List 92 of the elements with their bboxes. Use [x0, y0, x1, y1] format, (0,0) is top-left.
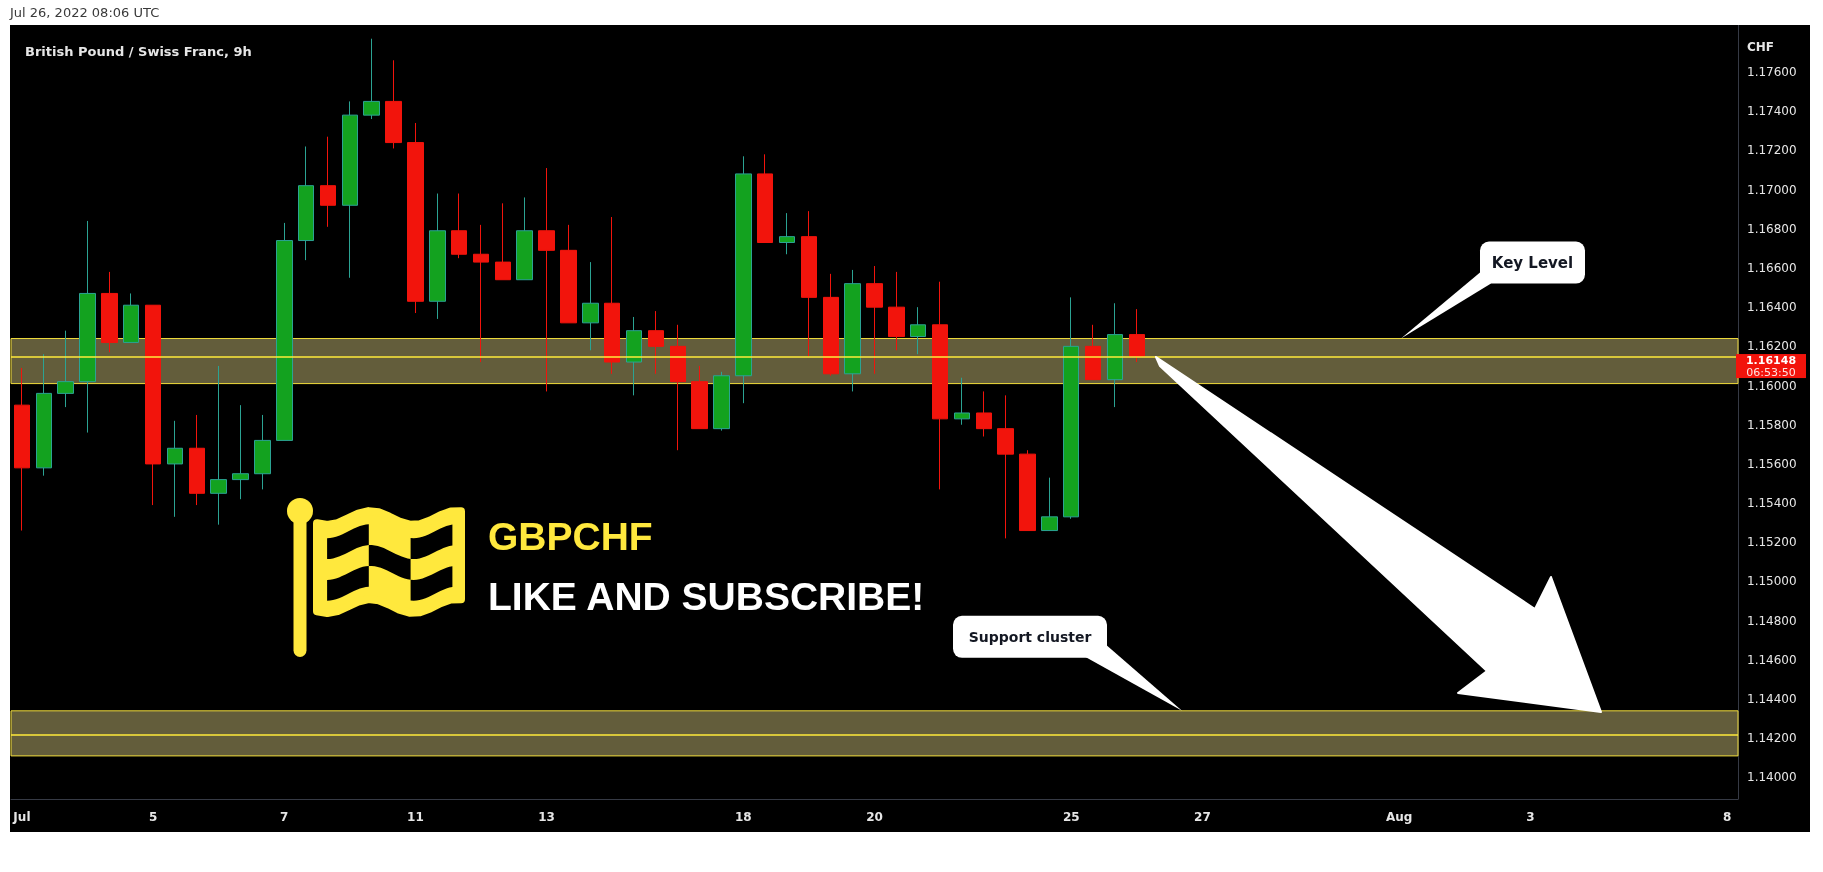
- candlestick: [495, 202, 511, 281]
- annotation: Support cluster: [968, 628, 1092, 645]
- y-tick-label: 1.16400: [1747, 300, 1797, 315]
- candlestick: [473, 224, 489, 363]
- candlestick: [342, 100, 358, 279]
- candlestick: [844, 269, 861, 392]
- candlestick: [932, 281, 948, 490]
- candlestick: [1085, 324, 1101, 381]
- y-tick-label: 1.17200: [1747, 143, 1797, 158]
- candlestick: [254, 414, 271, 490]
- x-tick-label: 5: [148, 810, 158, 824]
- candlestick: [560, 224, 577, 324]
- candlestick: [167, 420, 183, 518]
- candlestick: [538, 167, 555, 392]
- candlestick: [888, 271, 905, 351]
- candlestick: [429, 193, 446, 320]
- candlestick: [954, 377, 970, 426]
- y-tick-label: 1.16800: [1747, 221, 1797, 236]
- candlestick: [1063, 296, 1079, 520]
- candlestick: [910, 306, 926, 355]
- candlestick: [145, 304, 161, 506]
- candlestick: [823, 273, 839, 377]
- candlestick: [670, 324, 686, 451]
- y-tick-label: 1.15000: [1747, 574, 1797, 589]
- ref-line-label: 1.16148: [1745, 353, 1797, 367]
- y-tick-label: 1.15800: [1747, 417, 1797, 432]
- y-tick-label: 1.16600: [1747, 260, 1797, 275]
- y-tick-label: 1.14800: [1747, 613, 1797, 628]
- y-tick-label: 1.14200: [1747, 731, 1797, 746]
- y-tick-label: 1.16200: [1747, 339, 1797, 354]
- candlestick: [976, 390, 992, 437]
- candlestick: [79, 220, 96, 434]
- candlestick: [1019, 449, 1036, 532]
- y-tick-label: 1.15600: [1747, 456, 1797, 471]
- candlestick: [123, 292, 139, 343]
- y-tick-label: 1.17000: [1747, 182, 1797, 197]
- x-tick-label: Jul: [12, 810, 31, 824]
- candlestick: [407, 122, 424, 314]
- y-tick-label: 1.15400: [1747, 496, 1797, 511]
- candlestick: [57, 330, 74, 408]
- candlestick: [516, 196, 533, 281]
- x-tick-label: 3: [1526, 810, 1535, 824]
- candlestick: [210, 365, 227, 526]
- y-tick-label: 1.14400: [1747, 692, 1797, 707]
- candlestick: [189, 414, 205, 506]
- y-tick-label: 1.16000: [1747, 378, 1797, 393]
- candlestick: [997, 394, 1014, 539]
- candlestick: [779, 212, 795, 255]
- candlestick: [385, 59, 402, 149]
- candlestick: [735, 155, 752, 404]
- candlestick: [320, 136, 336, 228]
- annotation: Key Level: [1491, 253, 1574, 272]
- candlestick: [101, 271, 118, 353]
- x-tick-label: 7: [280, 810, 289, 824]
- candlestick: [1041, 477, 1058, 532]
- candlestick: [626, 316, 642, 396]
- candlestick: [298, 145, 314, 261]
- x-tick-label: 25: [1062, 810, 1080, 824]
- y-tick-label: 1.15200: [1747, 535, 1797, 550]
- candlestick: [1129, 308, 1145, 363]
- y-axis-title: CHF: [1747, 40, 1775, 54]
- candlestick: [451, 193, 467, 259]
- candlestick: [14, 367, 30, 532]
- candlestick: [1107, 302, 1123, 408]
- y-tick-label: 1.14600: [1747, 652, 1797, 667]
- annotation: GBPCHF: [488, 515, 653, 558]
- x-tick-label: 8: [1722, 810, 1732, 824]
- candlestick: [232, 404, 249, 500]
- candlestick: [691, 365, 708, 430]
- candlestick: [363, 38, 380, 120]
- candlestick: [582, 261, 599, 351]
- candlestick: [713, 371, 730, 432]
- x-tick-label: 13: [538, 810, 555, 824]
- annotation: LIKE AND SUBSCRIBE!: [488, 575, 925, 618]
- candlestick: [757, 153, 773, 243]
- y-tick-label: 1.14000: [1747, 770, 1797, 785]
- x-tick-label: 11: [407, 810, 424, 824]
- x-tick-label: 18: [734, 810, 752, 824]
- text: British Pound / Swiss Franc, 9h: [25, 44, 252, 59]
- candlestick: [648, 310, 664, 375]
- candlestick: [801, 210, 817, 357]
- candlestick: [866, 265, 883, 375]
- x-tick-label: 20: [866, 810, 883, 824]
- y-tick-label: 1.17600: [1747, 65, 1797, 80]
- candlestick: [604, 216, 620, 375]
- x-tick-label: 27: [1194, 810, 1211, 824]
- candlestick: [36, 353, 52, 477]
- candlestick: [276, 222, 293, 441]
- x-tick-label: Aug: [1385, 810, 1413, 824]
- text: 06:53:50: [1746, 365, 1796, 379]
- y-tick-label: 1.17400: [1747, 104, 1797, 119]
- text: Jul 26, 2022 08:06 UTC: [10, 5, 160, 20]
